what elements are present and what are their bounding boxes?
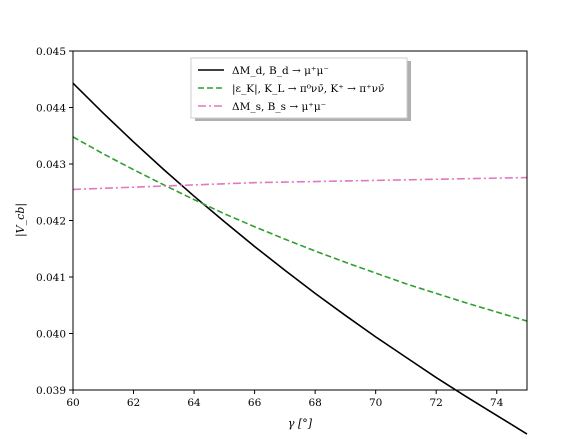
legend-items: ΔM_d, B_d → μ⁺μ⁻ |ε_K|, K_L → π⁰νν̄, K⁺ →…: [198, 65, 384, 113]
x-tick-label: 74: [490, 397, 504, 409]
y-tick-label: 0.044: [36, 103, 66, 115]
x-tick-label: 68: [308, 397, 321, 409]
y-tick-label: 0.040: [36, 329, 66, 341]
x-axis-label: γ [°]: [288, 417, 313, 430]
legend: ΔM_d, B_d → μ⁺μ⁻ |ε_K|, K_L → π⁰νν̄, K⁺ →…: [190, 57, 411, 121]
series-line-3: [72, 176, 528, 191]
series-line-2: [72, 136, 528, 322]
y-tick-label: 0.045: [36, 46, 66, 58]
ticks-layer: 60 62 64 66 68 70 72 74 0.039 0.040 0.041 0.042 0.04…: [36, 46, 504, 409]
legend-label-1: ΔM_d, B_d → μ⁺μ⁻: [232, 65, 329, 77]
x-tick-label: 62: [127, 397, 140, 409]
legend-label-3: ΔM_s, B_s → μ⁺μ⁻: [232, 101, 326, 113]
x-tick-label: 66: [248, 397, 262, 409]
y-tick-label: 0.042: [36, 216, 66, 228]
series-line-1: [72, 82, 528, 435]
legend-label-2: |ε_K|, K_L → π⁰νν̄, K⁺ → π⁺νν̄: [232, 83, 384, 96]
x-tick-label: 64: [187, 397, 201, 409]
y-tick-label: 0.043: [36, 159, 66, 171]
y-tick-label: 0.039: [36, 385, 66, 397]
legend-box: [190, 57, 408, 119]
x-tick-label: 60: [66, 397, 79, 409]
y-tick-label: 0.041: [36, 272, 66, 284]
x-tick-label: 70: [369, 397, 382, 409]
y-axis-label: |V_cb|: [14, 203, 28, 237]
series-layer: [72, 82, 528, 435]
x-tick-label: 72: [430, 397, 443, 409]
